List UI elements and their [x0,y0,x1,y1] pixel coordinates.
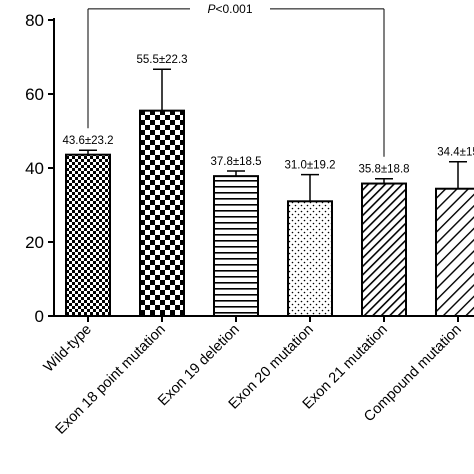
value-label: 37.8±18.5 [210,156,261,168]
p-value-label: P<0.001 [207,2,252,16]
value-label: 43.6±23.2 [62,135,113,147]
y-tick-label: 0 [35,307,44,326]
bar [65,153,111,317]
x-tick-label: Wild-type [41,322,95,376]
bar [139,109,185,318]
y-tick-label: 60 [25,85,44,104]
y-tick-label: 20 [25,233,44,252]
y-tick-label: 40 [25,159,44,178]
y-axis: 0 20 40 60 80 [25,11,55,326]
bars [65,68,474,318]
bar [361,182,407,317]
value-labels: 43.6±23.2 55.5±22.3 37.8±18.5 31.0±19.2 35.8… [62,54,474,176]
bar [213,175,259,317]
value-label: 35.8±18.8 [358,164,409,176]
y-tick-label: 80 [25,11,44,30]
significance-annotation: P<0.001 [87,2,385,157]
value-label: 34.4±15 [437,147,474,159]
value-label: 55.5±22.3 [136,54,187,66]
bar [287,200,333,317]
value-label: 31.0±19.2 [284,160,335,172]
bar [435,187,474,317]
